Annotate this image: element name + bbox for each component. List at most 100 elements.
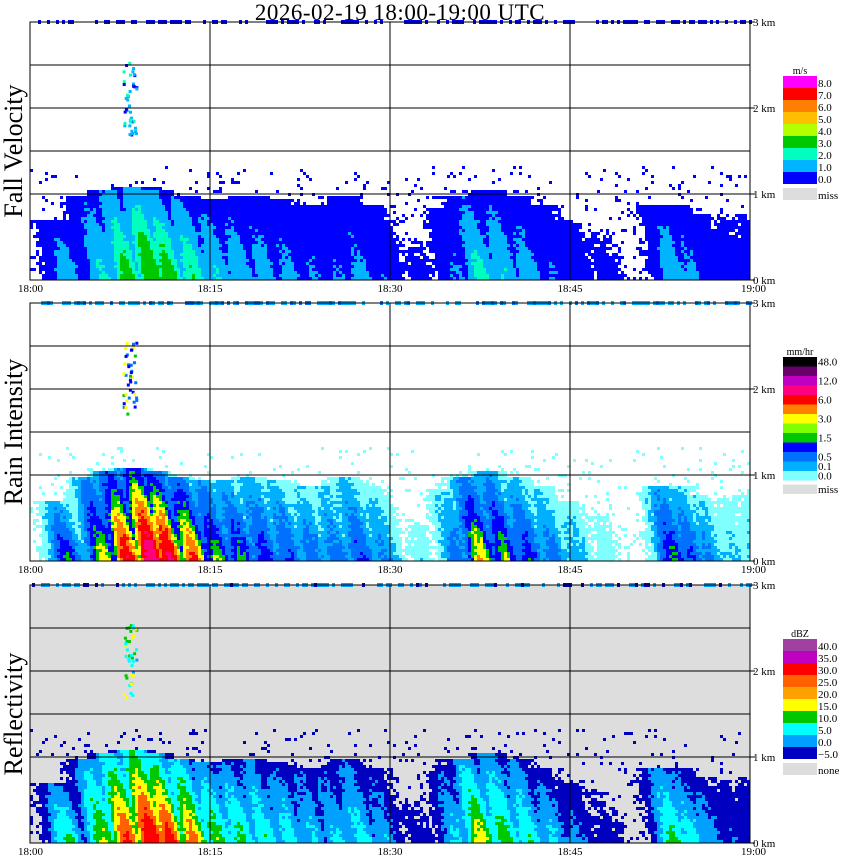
radar-pixel xyxy=(165,229,168,232)
radar-pixel xyxy=(483,253,486,256)
radar-pixel xyxy=(249,208,252,211)
radar-pixel xyxy=(459,277,462,280)
radar-pixel xyxy=(189,232,192,235)
radar-pixel xyxy=(63,253,66,256)
radar-pixel xyxy=(276,217,279,220)
radar-pixel xyxy=(456,196,459,199)
radar-pixel xyxy=(66,211,69,214)
radar-pixel xyxy=(192,274,195,277)
radar-pixel xyxy=(309,220,312,223)
radar-pixel xyxy=(495,208,498,211)
radar-pixel xyxy=(531,277,534,280)
radar-pixel xyxy=(468,235,471,238)
radar-pixel xyxy=(192,268,195,271)
radar-pixel xyxy=(159,271,162,274)
radar-pixel xyxy=(423,226,426,229)
radar-pixel xyxy=(258,256,261,259)
radar-pixel xyxy=(381,250,384,253)
radar-pixel xyxy=(363,211,366,214)
radar-pixel xyxy=(54,250,57,253)
radar-pixel xyxy=(432,247,435,250)
radar-pixel xyxy=(525,214,528,217)
radar-pixel xyxy=(351,244,354,247)
radar-pixel xyxy=(450,244,453,247)
radar-pixel xyxy=(219,181,222,184)
radar-pixel xyxy=(249,265,252,268)
radar-pixel xyxy=(588,268,591,271)
radar-pixel xyxy=(117,265,120,268)
radar-pixel xyxy=(603,253,606,256)
radar-pixel xyxy=(471,205,474,208)
radar-pixel xyxy=(387,226,390,229)
radar-pixel xyxy=(540,205,543,208)
radar-pixel xyxy=(75,220,78,223)
radar-pixel xyxy=(126,229,129,232)
radar-pixel xyxy=(186,229,189,232)
radar-pixel xyxy=(66,226,69,229)
radar-pixel xyxy=(615,268,618,271)
radar-pixel xyxy=(141,235,144,238)
radar-pixel xyxy=(399,220,402,223)
radar-pixel xyxy=(600,271,603,274)
radar-pixel xyxy=(441,241,444,244)
radar-pixel xyxy=(252,250,255,253)
radar-pixel xyxy=(231,208,234,211)
radar-pixel xyxy=(282,274,285,277)
radar-pixel xyxy=(324,211,327,214)
radar-pixel xyxy=(384,208,387,211)
radar-pixel xyxy=(351,202,354,205)
radar-pixel xyxy=(279,259,282,262)
radar-pixel xyxy=(498,223,501,226)
radar-pixel xyxy=(486,190,489,193)
radar-pixel xyxy=(282,277,285,280)
radar-pixel xyxy=(414,262,417,265)
radar-pixel xyxy=(279,274,282,277)
radar-pixel xyxy=(498,217,501,220)
radar-pixel xyxy=(342,259,345,262)
radar-pixel xyxy=(252,229,255,232)
radar-pixel xyxy=(504,277,507,280)
radar-pixel xyxy=(531,223,534,226)
radar-pixel xyxy=(342,253,345,256)
radar-pixel xyxy=(474,220,477,223)
radar-pixel xyxy=(312,259,315,262)
radar-pixel xyxy=(324,208,327,211)
radar-pixel xyxy=(192,199,195,202)
radar-pixel xyxy=(477,220,480,223)
radar-pixel xyxy=(396,277,399,280)
radar-pixel xyxy=(78,208,81,211)
radar-pixel xyxy=(174,241,177,244)
radar-pixel xyxy=(357,253,360,256)
radar-pixel xyxy=(267,268,270,271)
radar-pixel xyxy=(318,238,321,241)
radar-pixel xyxy=(231,244,234,247)
radar-pixel xyxy=(543,265,546,268)
radar-pixel xyxy=(123,217,126,220)
radar-pixel xyxy=(339,250,342,253)
radar-pixel xyxy=(504,250,507,253)
radar-pixel xyxy=(156,217,159,220)
radar-pixel xyxy=(165,220,168,223)
radar-pixel xyxy=(264,277,267,280)
radar-pixel xyxy=(510,250,513,253)
radar-pixel xyxy=(444,253,447,256)
radar-pixel xyxy=(192,244,195,247)
radar-pixel xyxy=(516,265,519,268)
radar-pixel xyxy=(255,202,258,205)
radar-pixel xyxy=(240,199,243,202)
radar-pixel xyxy=(201,268,204,271)
radar-pixel xyxy=(468,196,471,199)
radar-pixel xyxy=(486,208,489,211)
radar-pixel xyxy=(576,277,579,280)
radar-pixel xyxy=(309,226,312,229)
radar-pixel xyxy=(183,265,186,268)
radar-pixel xyxy=(372,262,375,265)
radar-pixel xyxy=(159,256,162,259)
radar-pixel xyxy=(198,271,201,274)
radar-pixel xyxy=(177,241,180,244)
radar-pixel xyxy=(462,214,465,217)
radar-pixel xyxy=(228,208,231,211)
radar-pixel xyxy=(192,277,195,280)
radar-pixel xyxy=(582,253,585,256)
radar-pixel xyxy=(111,244,114,247)
